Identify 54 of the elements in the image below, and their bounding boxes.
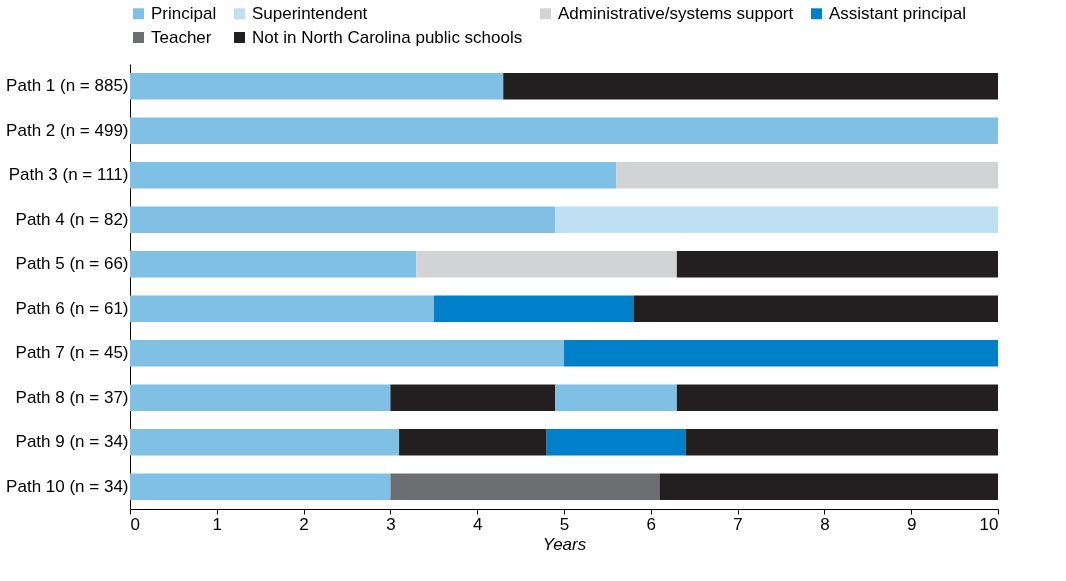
y-tick-label: Path 7 (n = 45)	[15, 343, 129, 363]
bar	[546, 428, 686, 456]
bar	[130, 117, 998, 145]
x-tick-label: 10	[979, 514, 999, 534]
bar	[685, 428, 998, 456]
bar	[503, 72, 998, 100]
bar	[130, 72, 504, 100]
legend-label: Assistant principal	[829, 3, 967, 23]
legend-label: Principal	[151, 3, 217, 23]
legend-label: Teacher	[151, 27, 212, 47]
bar	[555, 384, 677, 412]
bar	[676, 384, 998, 412]
bar	[564, 339, 998, 367]
bar	[130, 295, 434, 323]
y-tick-label: Path 10 (n = 34)	[6, 476, 129, 496]
bar	[130, 206, 556, 234]
bar	[616, 161, 998, 189]
legend-label: Not in North Carolina public schools	[252, 27, 523, 47]
x-axis-title: Years	[542, 534, 587, 554]
y-tick-label: Path 3 (n = 111)	[8, 165, 129, 185]
bar	[416, 250, 677, 278]
bar	[130, 250, 417, 278]
bar	[130, 473, 391, 501]
x-tick-label: 6	[646, 514, 657, 534]
y-tick-label: Path 6 (n = 61)	[15, 298, 129, 318]
y-tick-label: Path 1 (n = 885)	[6, 76, 129, 96]
bar	[390, 384, 556, 412]
x-tick-label: 8	[820, 514, 830, 534]
y-tick-label: Path 2 (n = 499)	[6, 120, 129, 140]
y-tick-label: Path 9 (n = 34)	[15, 432, 129, 452]
bar	[130, 428, 400, 456]
x-tick-label: 7	[733, 514, 743, 534]
bar	[676, 250, 998, 278]
legend-label: Administrative/systems support	[558, 3, 794, 23]
x-tick-label: 3	[386, 514, 396, 534]
x-tick-label: 0	[130, 514, 140, 534]
x-tick-label: 1	[212, 514, 223, 534]
y-tick-label: Path 5 (n = 66)	[15, 254, 129, 274]
y-tick-label: Path 8 (n = 37)	[15, 387, 129, 407]
x-tick-label: 5	[559, 514, 570, 534]
bar	[399, 428, 547, 456]
bar	[433, 295, 634, 323]
bar	[130, 384, 391, 412]
x-tick-label: 9	[906, 514, 917, 534]
bar	[555, 206, 998, 234]
x-tick-label: 4	[472, 514, 483, 534]
bar	[633, 295, 998, 323]
legend-label: Superintendent	[252, 3, 368, 23]
x-tick-label: 2	[299, 514, 309, 534]
bar	[390, 473, 660, 501]
bar	[130, 161, 617, 189]
y-tick-label: Path 4 (n = 82)	[15, 209, 129, 229]
bar	[130, 339, 564, 367]
bar	[659, 473, 998, 501]
